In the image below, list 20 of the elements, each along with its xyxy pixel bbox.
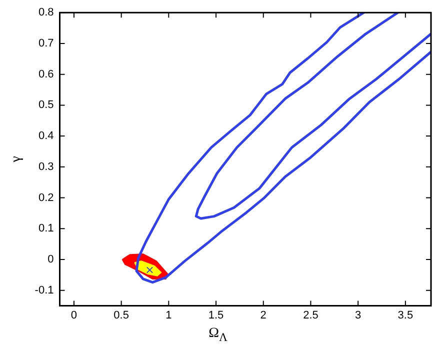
y-tick-label: -0.1 xyxy=(34,284,54,296)
y-tick-label: 0.7 xyxy=(38,37,54,50)
x-tick-label: 0.5 xyxy=(114,309,129,322)
y-tick-label: 0.2 xyxy=(38,192,54,204)
y-tick-label: 0.6 xyxy=(38,68,54,80)
x-tick-label: 2.5 xyxy=(303,309,318,322)
y-tick-label: 0.8 xyxy=(38,6,54,19)
y-tick-label: 0.5 xyxy=(38,99,54,112)
x-tick-label: 1.5 xyxy=(208,309,224,322)
y-tick-label: 0.1 xyxy=(38,222,54,235)
x-tick-label: 0 xyxy=(70,309,78,322)
y-tick-label: 0.4 xyxy=(38,130,54,142)
x-tick-label: 2 xyxy=(260,309,266,322)
y-tick-label: 0 xyxy=(48,254,54,266)
y-axis-title: γ xyxy=(9,156,24,164)
x-axis-title: Ω$_{Λ}$ xyxy=(208,326,228,344)
x-tick-label: 1 xyxy=(166,309,172,322)
y-tick-label: 0.3 xyxy=(38,160,54,173)
x-tick-label: 3 xyxy=(355,309,362,322)
x-tick-label: 3.5 xyxy=(398,309,414,322)
